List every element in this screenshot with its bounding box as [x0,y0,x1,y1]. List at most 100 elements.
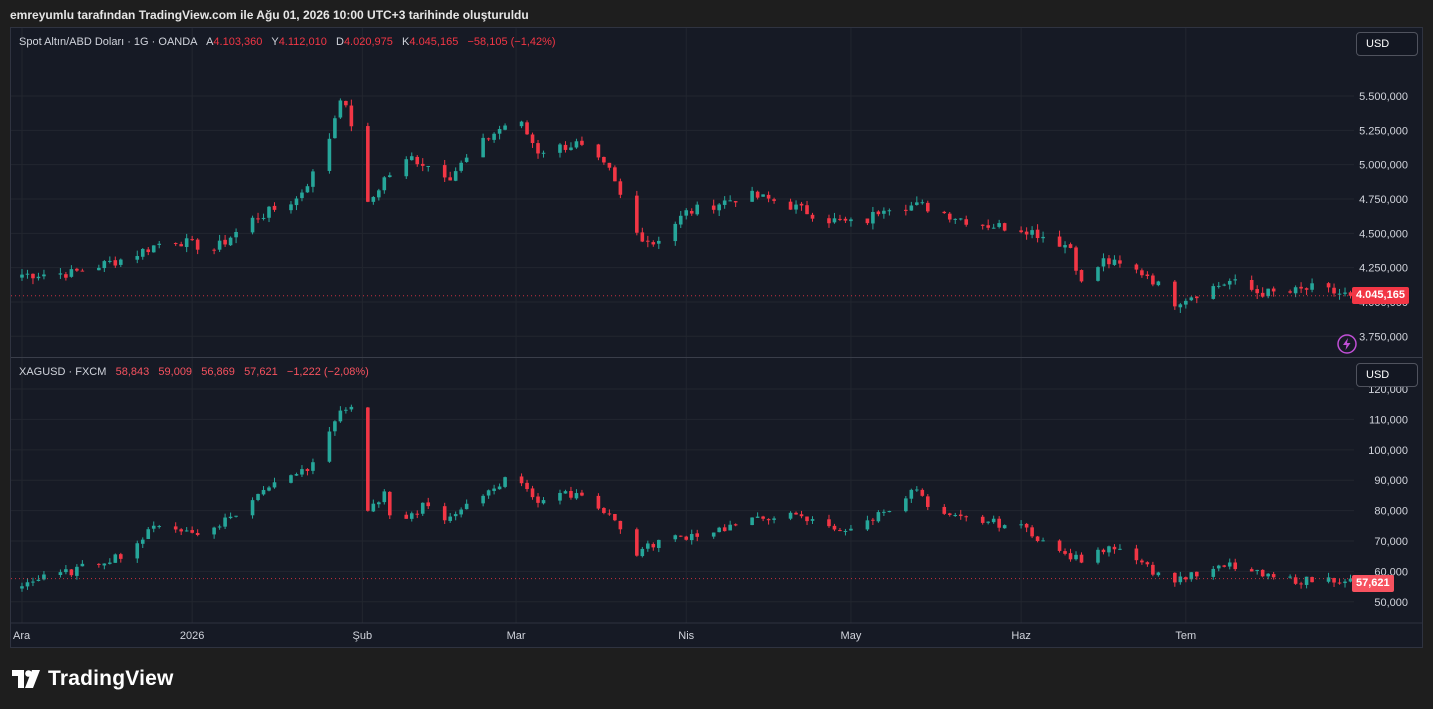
tradingview-logo-icon [12,670,40,688]
gold-candle-body [563,144,568,150]
gold-candle-body [1266,288,1270,297]
gold-candle-body [1271,288,1276,292]
silver-candle-body [1266,573,1270,577]
silver-price-tick-label: 120,000 [1368,384,1408,396]
silver-candle-body [442,506,447,521]
gold-candle-body [871,211,875,224]
gold-candle-body [1178,304,1183,308]
gold-candle-body [1249,279,1254,290]
gold-candle-body [1222,284,1227,286]
silver-candle-body [1288,576,1292,578]
silver-candle-body [805,516,809,522]
silver-candle-body [1107,546,1111,553]
gold-candle-body [179,244,183,247]
gold-candle-body [36,276,41,279]
gold-candle-body [1255,289,1259,294]
silver-candle-body [1118,548,1122,550]
chart-canvas[interactable]: Ara2026ŞubMarNisMayHazTem3.750,0004.000,… [11,28,1422,647]
gold-candle-body [788,201,793,210]
gold-candle-body [646,240,650,242]
gold-candle-body [1326,283,1331,288]
gold-candle-body [113,260,118,266]
gold-symbol[interactable]: Spot Altın/ABD Doları · 1G · OANDA [19,36,198,48]
time-tick-label: May [841,630,862,642]
gold-candle-body [195,239,200,250]
silver-candle-body [1068,553,1073,560]
gold-candle-body [1107,258,1111,265]
silver-candle-body [387,491,392,516]
gold-candle-body [876,211,881,215]
silver-open-value: 58,843 [115,366,150,378]
silver-candle-body [1178,576,1183,583]
silver-candle-body [618,520,623,530]
gold-candle-body [190,239,194,241]
gold-candle-body [1074,247,1078,271]
gold-candle-body [635,195,639,233]
gold-candle-body [146,249,151,253]
silver-candle-body [755,516,760,518]
pane-separator[interactable] [11,357,1422,358]
silver-candle-body [135,543,140,559]
silver-candle-body [980,516,985,523]
gold-candle-body [761,194,765,197]
gold-candle-body [333,118,337,139]
silver-candle-body [108,562,112,564]
silver-candle-body [1002,525,1007,529]
gold-candle-body [920,202,925,204]
gold-candle-body [1337,293,1342,295]
silver-candle-body [695,533,700,537]
gold-candle-body [503,125,507,130]
silver-candle-body [464,503,469,510]
silver-candle-body [173,526,178,530]
gold-candle-body [173,243,178,245]
silver-candle-body [1019,524,1023,526]
silver-currency-button[interactable]: USD [1356,363,1418,387]
silver-candle-body [97,563,101,565]
silver-candle-body [689,534,694,541]
silver-candle-body [1260,569,1265,577]
silver-high-value: 59,009 [158,366,193,378]
gold-candle-body [1079,270,1084,282]
silver-candle-body [179,529,183,532]
gold-candle-body [1140,270,1144,276]
silver-candle-body [1310,577,1314,583]
gold-candle-body [459,162,463,171]
gold-candle-body [1343,292,1347,294]
silver-candle-body [558,492,562,501]
silver-candle-body [503,477,507,487]
silver-candle-body [1041,540,1045,542]
gold-candle-body [464,157,469,162]
gold-currency-button[interactable]: USD [1356,32,1418,56]
gold-candle-body [558,144,562,153]
gold-price-tick-label: 4.500,000 [1359,228,1408,240]
silver-price-tick-label: 90,000 [1374,475,1408,487]
silver-candle-body [327,431,332,462]
silver-candle-body [459,509,463,515]
silver-candle-body [953,515,958,517]
silver-candle-body [261,489,266,495]
silver-candle-body [69,569,74,576]
gold-candle-body [311,171,315,187]
silver-symbol[interactable]: XAGUSD · FXCM [19,366,107,378]
lightning-icon[interactable] [1336,333,1358,355]
silver-close-value: 57,621 [244,366,278,378]
silver-change-value: −1,222 (−2,08%) [286,366,369,378]
silver-candle-body [942,506,947,514]
gold-price-tick-label: 5.500,000 [1359,91,1408,103]
tradingview-logo[interactable]: TradingView [12,667,174,691]
gold-candle-body [684,210,689,216]
silver-price-tick-label: 100,000 [1368,445,1408,457]
gold-candle-body [409,156,414,161]
gold-candle-body [20,274,24,278]
gold-candle-body [415,156,420,165]
silver-candle-body [58,572,63,575]
silver-candle-body [20,586,24,589]
gold-candle-body [909,205,914,211]
gold-candle-body [102,261,107,269]
silver-candle-body [267,487,271,491]
gold-candle-body [865,218,870,224]
silver-candle-body [146,529,151,539]
gold-candle-body [580,140,584,145]
gold-candle-body [1304,288,1309,290]
gold-candle-body [1288,291,1292,293]
